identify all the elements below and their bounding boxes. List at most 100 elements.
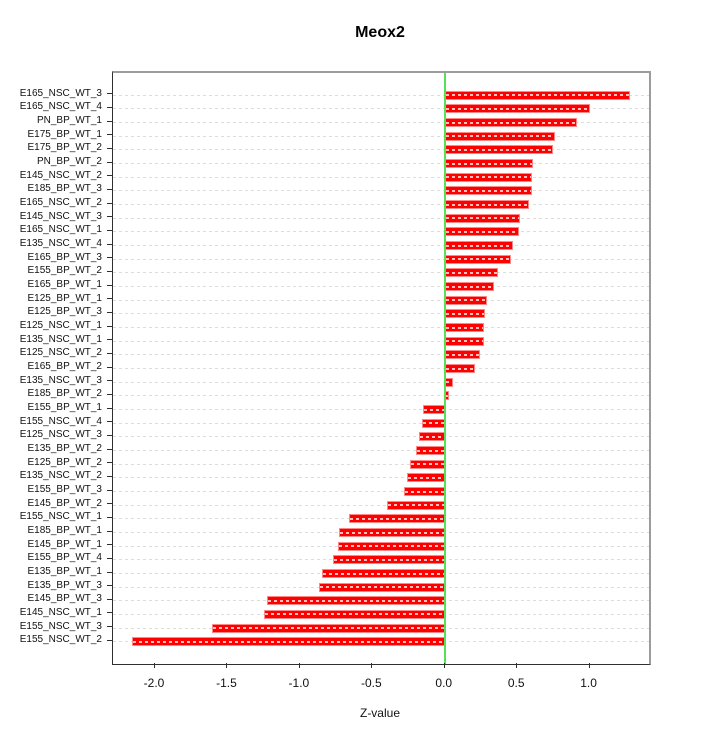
- bar-PN_BP_WT_1: [444, 118, 577, 128]
- y-axis-tick: [107, 393, 112, 395]
- x-axis-title: Z-value: [359, 706, 400, 720]
- bar-E125_BP_WT_2: [409, 459, 445, 469]
- y-axis-label-E135_NSC_WT_4: E135_NSC_WT_4: [19, 238, 102, 250]
- x-axis-tick: [154, 663, 155, 668]
- y-axis-tick: [107, 380, 112, 382]
- y-axis-tick: [107, 120, 112, 122]
- bar-E165_BP_WT_1: [444, 282, 494, 292]
- zero-reference-line: [443, 73, 446, 664]
- row-gridline: [113, 313, 649, 315]
- bar-E155_BP_WT_4: [333, 555, 445, 565]
- y-axis-label-E135_BP_WT_1: E135_BP_WT_1: [27, 566, 103, 577]
- x-axis-tick: [516, 663, 518, 668]
- y-axis-label-E145_BP_WT_2: E145_BP_WT_2: [27, 497, 103, 509]
- row-gridline: [113, 231, 649, 233]
- y-axis-label-E155_NSC_WT_2: E155_NSC_WT_2: [19, 634, 102, 646]
- row-gridline: [113, 258, 649, 260]
- row-gridline: [113, 463, 649, 465]
- row-gridline: [113, 135, 649, 137]
- y-axis-tick: [107, 106, 112, 108]
- y-axis-tick: [107, 134, 112, 136]
- y-axis-tick: [107, 175, 112, 177]
- y-axis-tick: [107, 339, 112, 341]
- y-axis-tick: [107, 639, 112, 641]
- x-axis-tick-label: 0.5: [507, 676, 525, 690]
- y-axis-label-E135_BP_WT_3: E135_BP_WT_3: [27, 579, 103, 591]
- row-gridline: [113, 176, 649, 178]
- row-gridline: [113, 94, 649, 96]
- bar-E155_NSC_WT_3: [211, 623, 445, 633]
- y-axis-tick: [107, 516, 112, 518]
- y-axis-label-E155_BP_WT_3: E155_BP_WT_3: [27, 484, 103, 496]
- y-axis-tick: [107, 489, 112, 491]
- y-axis-label-E125_BP_WT_1: E125_BP_WT_1: [27, 292, 103, 304]
- bar-E165_NSC_WT_4: [444, 104, 590, 114]
- x-axis-tick-label: 0.0: [435, 676, 453, 690]
- y-axis-label-E155_NSC_WT_1: E155_NSC_WT_1: [19, 511, 102, 523]
- bar-E145_BP_WT_3: [266, 596, 445, 606]
- y-axis-tick: [107, 448, 112, 450]
- bar-E165_BP_WT_3: [444, 254, 512, 264]
- y-axis-label-E125_NSC_WT_3: E125_NSC_WT_3: [19, 429, 102, 441]
- bar-E175_BP_WT_1: [444, 131, 555, 141]
- row-gridline: [113, 327, 649, 329]
- y-axis-tick: [107, 421, 112, 423]
- bar-E155_BP_WT_3: [404, 487, 445, 497]
- row-gridline: [113, 217, 649, 219]
- bar-E165_NSC_WT_1: [444, 227, 519, 237]
- y-axis-label-E155_BP_WT_4: E155_BP_WT_4: [27, 552, 103, 564]
- y-axis-label-E125_BP_WT_2: E125_BP_WT_2: [27, 456, 103, 468]
- y-axis-tick: [107, 503, 112, 505]
- bar-E135_BP_WT_3: [318, 582, 445, 592]
- y-axis-label-E165_NSC_WT_4: E165_NSC_WT_4: [19, 101, 102, 113]
- row-gridline: [113, 122, 649, 124]
- y-axis-label-E125_BP_WT_3: E125_BP_WT_3: [27, 306, 103, 318]
- bar-E145_NSC_WT_1: [263, 609, 445, 619]
- bar-E135_BP_WT_1: [321, 569, 445, 578]
- bar-E155_BP_WT_1: [423, 405, 445, 415]
- bar-E125_BP_WT_3: [444, 309, 486, 319]
- x-axis-tick-label: -2.0: [143, 676, 165, 690]
- bar-E125_NSC_WT_1: [444, 323, 484, 333]
- y-axis-tick: [107, 366, 112, 368]
- y-axis-tick: [107, 243, 112, 245]
- row-gridline: [113, 504, 649, 506]
- x-axis-tick: [371, 663, 373, 668]
- y-axis-label-E165_NSC_WT_3: E165_NSC_WT_3: [19, 87, 102, 99]
- y-axis-label-PN_BP_WT_2: PN_BP_WT_2: [36, 156, 102, 168]
- y-axis-label-E135_NSC_WT_3: E135_NSC_WT_3: [19, 374, 102, 386]
- y-axis-label-E125_NSC_WT_2: E125_NSC_WT_2: [19, 347, 102, 359]
- y-axis-tick: [107, 325, 112, 327]
- bar-E185_BP_WT_3: [444, 186, 532, 196]
- row-gridline: [113, 108, 649, 110]
- x-axis-tick: [443, 663, 445, 668]
- y-axis-tick: [107, 612, 112, 614]
- y-axis-tick: [107, 257, 112, 259]
- y-axis-tick: [107, 571, 112, 573]
- y-axis-tick: [107, 147, 112, 149]
- row-gridline: [113, 381, 649, 383]
- row-gridline: [113, 340, 649, 342]
- bar-E125_NSC_WT_2: [444, 350, 480, 360]
- row-gridline: [113, 477, 649, 479]
- row-gridline: [113, 163, 649, 165]
- bar-E135_NSC_WT_3: [444, 377, 454, 387]
- y-axis-tick: [107, 626, 112, 628]
- y-axis-tick: [107, 298, 112, 300]
- y-axis-label-E185_BP_WT_3: E185_BP_WT_3: [27, 183, 103, 195]
- row-gridline: [113, 354, 649, 356]
- row-gridline: [113, 450, 649, 452]
- y-axis-label-PN_BP_WT_1: PN_BP_WT_1: [36, 115, 102, 127]
- y-axis-tick: [107, 284, 112, 286]
- y-axis-tick: [107, 188, 112, 190]
- y-axis-tick: [107, 598, 112, 600]
- y-axis-tick: [107, 216, 112, 218]
- y-axis-tick: [107, 407, 112, 409]
- row-gridline: [113, 491, 649, 493]
- bar-E175_BP_WT_2: [444, 145, 554, 155]
- bar-E145_BP_WT_1: [337, 541, 445, 551]
- bar-E135_NSC_WT_1: [444, 336, 484, 346]
- x-axis-tick-label: -1.0: [288, 676, 310, 690]
- row-gridline: [113, 204, 649, 206]
